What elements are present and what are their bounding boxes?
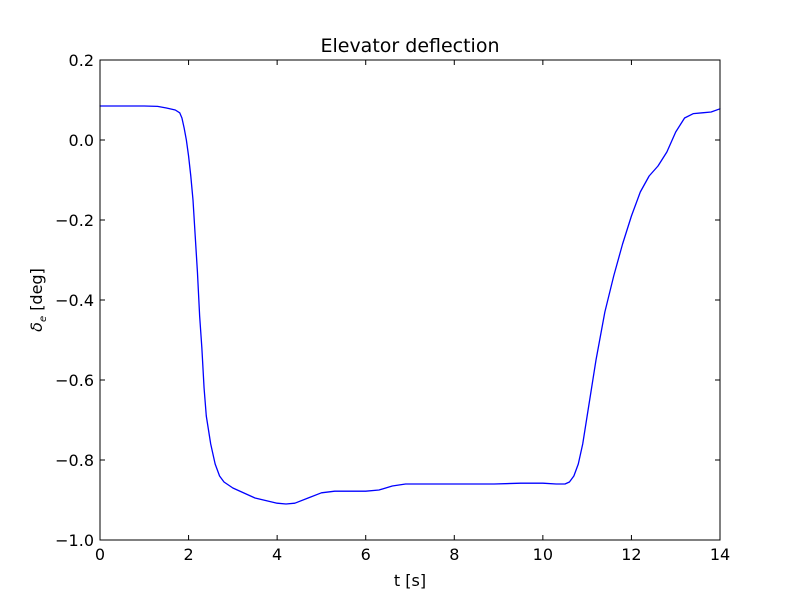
data-point <box>188 156 189 157</box>
data-point <box>675 132 676 133</box>
data-point <box>640 192 641 193</box>
data-point <box>622 244 623 245</box>
data-point <box>206 416 207 417</box>
data-point <box>232 488 233 489</box>
data-point <box>255 498 256 499</box>
data-point <box>596 360 597 361</box>
data-point <box>193 200 194 201</box>
data-point <box>365 491 366 492</box>
data-point <box>587 416 588 417</box>
x-tick-label: 0 <box>95 545 105 564</box>
chart-title: Elevator deflection <box>320 35 499 57</box>
data-point <box>175 110 176 111</box>
x-tick-label: 2 <box>183 545 193 564</box>
data-point <box>658 166 659 167</box>
data-point <box>432 484 433 485</box>
data-point <box>613 276 614 277</box>
data-point <box>277 503 278 504</box>
data-point <box>405 484 406 485</box>
x-tick-label: 12 <box>621 545 641 564</box>
data-point <box>649 176 650 177</box>
data-point <box>308 498 309 499</box>
data-point <box>219 476 220 477</box>
tick-labels: 0 2 4 6 8 10 12 14 −1.0 −0.8 −0.6 −0.4 −0.2 0.0 0.2 <box>55 51 730 564</box>
plot-area <box>100 60 720 540</box>
data-point <box>565 484 566 485</box>
data-point <box>186 140 187 141</box>
data-point <box>578 464 579 465</box>
y-tick-label: −1.0 <box>55 531 94 550</box>
data-point <box>197 272 198 273</box>
data-point <box>711 112 712 113</box>
data-point <box>184 128 185 129</box>
y-axis-symbol: δ <box>27 322 46 332</box>
x-tick-label: 10 <box>533 545 553 564</box>
data-point <box>195 236 196 237</box>
data-point <box>199 316 200 317</box>
data-point <box>573 476 574 477</box>
data-point <box>582 444 583 445</box>
data-point <box>494 484 495 485</box>
y-tick-label: 0.0 <box>69 131 94 150</box>
data-point <box>591 388 592 389</box>
x-tick-label: 6 <box>361 545 371 564</box>
data-point <box>392 486 393 487</box>
data-point <box>569 482 570 483</box>
data-point <box>454 484 455 485</box>
data-point <box>179 112 180 113</box>
data-point <box>122 106 123 107</box>
data-point <box>684 118 685 119</box>
data-point <box>190 176 191 177</box>
data-point <box>144 106 145 107</box>
data-point <box>210 444 211 445</box>
y-axis-unit: [deg] <box>27 268 46 316</box>
data-point <box>201 348 202 349</box>
data-point <box>294 503 295 504</box>
data-point <box>166 108 167 109</box>
data-point <box>215 464 216 465</box>
data-point <box>693 113 694 114</box>
data-point <box>157 106 158 107</box>
y-axis-subscript: e <box>38 316 49 322</box>
y-tick-label: 0.2 <box>69 51 94 70</box>
data-point <box>671 142 672 143</box>
x-tick-label: 14 <box>710 545 730 564</box>
y-axis-title: δe [deg] <box>27 268 49 332</box>
x-tick-label: 8 <box>449 545 459 564</box>
data-point <box>379 490 380 491</box>
y-tick-label: −0.4 <box>55 291 94 310</box>
y-tick-label: −0.2 <box>55 211 94 230</box>
data-point <box>604 312 605 313</box>
data-point <box>181 118 182 119</box>
y-tick-label: −0.6 <box>55 371 94 390</box>
data-point <box>520 483 521 484</box>
x-axis-title: t [s] <box>394 571 426 590</box>
plot-frame <box>99 59 721 541</box>
series-line-0 <box>99 105 721 505</box>
data-point <box>556 484 557 485</box>
data-point <box>666 152 667 153</box>
data-point <box>542 483 543 484</box>
data-point <box>224 482 225 483</box>
data-point <box>631 216 632 217</box>
data-point <box>286 504 287 505</box>
data-point <box>321 492 322 493</box>
data-point <box>702 112 703 113</box>
x-tick-label: 4 <box>272 545 282 564</box>
series-layer <box>99 105 721 505</box>
data-point <box>348 491 349 492</box>
data-point <box>204 388 205 389</box>
y-tick-label: −0.8 <box>55 451 94 470</box>
data-point <box>334 491 335 492</box>
